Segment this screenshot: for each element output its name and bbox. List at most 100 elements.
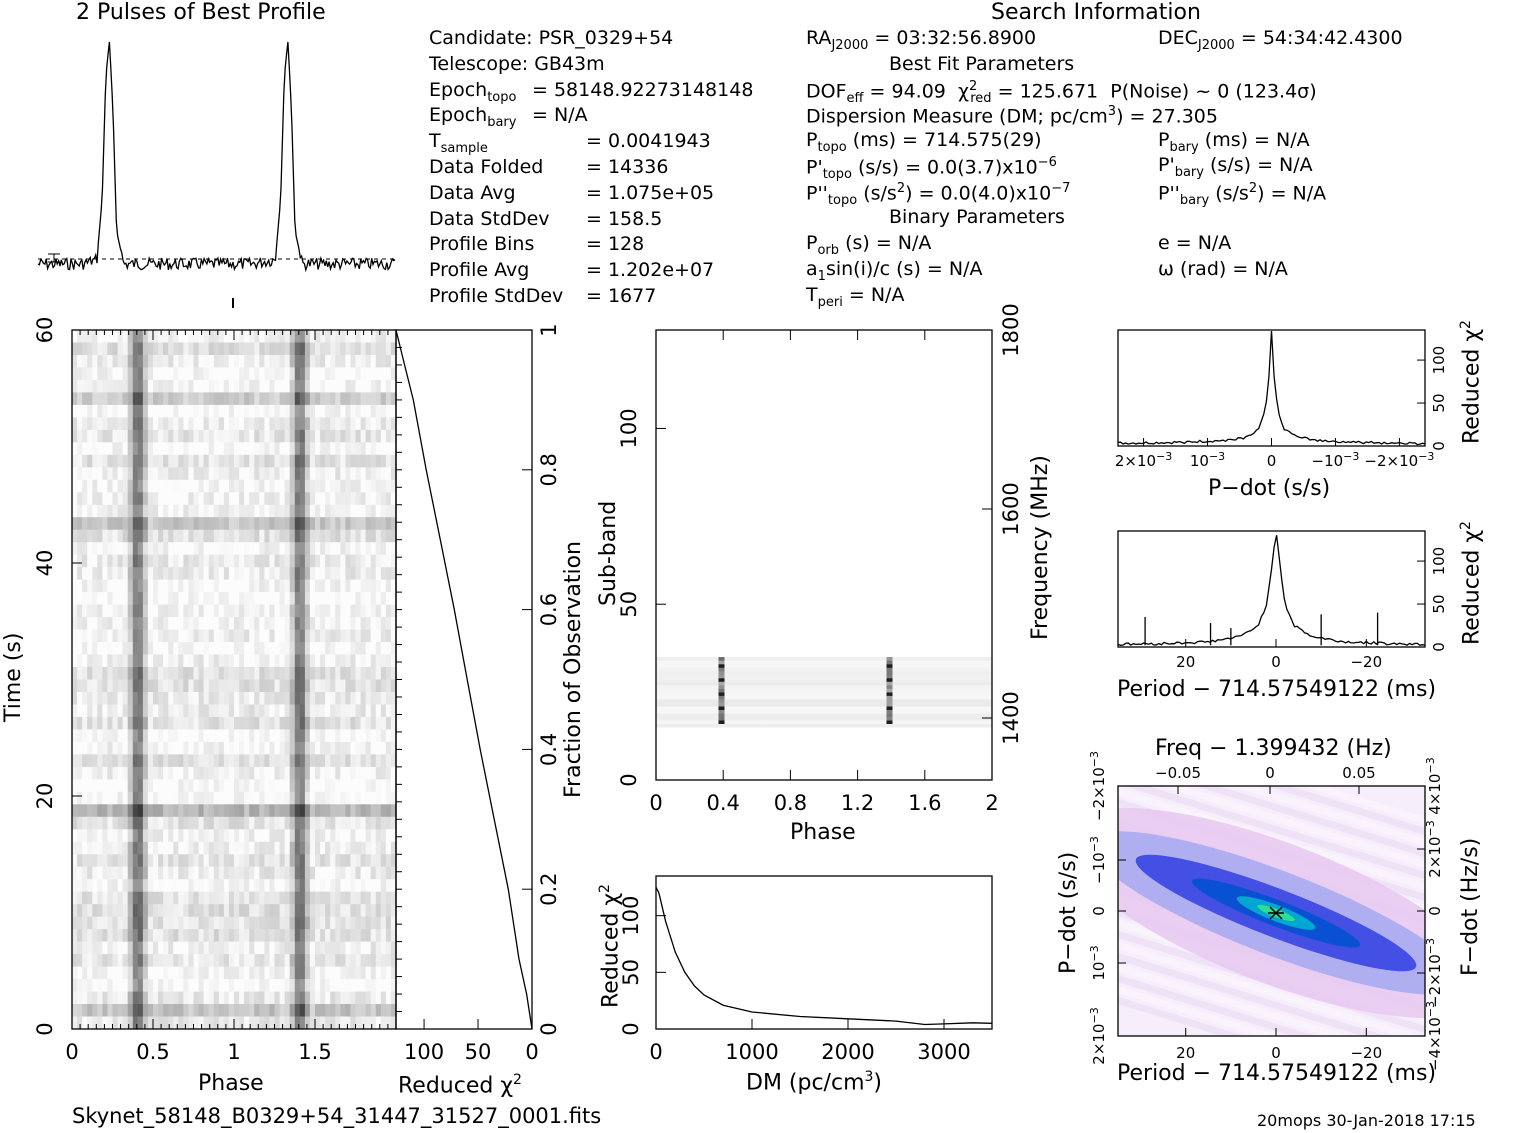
tp-cell — [380, 392, 387, 406]
tp-cell — [390, 667, 397, 680]
tp-cell — [183, 879, 189, 893]
tp-cell — [289, 929, 296, 942]
tp-cell — [203, 729, 210, 743]
tp-cell — [97, 367, 103, 381]
tp-cell — [147, 991, 154, 1005]
tp-cell — [218, 954, 225, 967]
tp-cell — [385, 841, 392, 855]
tp-cell — [294, 804, 301, 818]
tp-cell — [299, 966, 306, 980]
tp-cell — [198, 604, 205, 618]
tp-cell — [82, 1004, 88, 1017]
tp-cell — [163, 741, 169, 755]
tp-cell — [228, 941, 235, 955]
tp-cell — [340, 716, 346, 730]
tp-cell — [320, 342, 326, 356]
tp-cell — [102, 617, 108, 630]
tp-cell — [92, 679, 98, 693]
subband-frame — [655, 329, 993, 781]
tp-cell — [315, 442, 321, 456]
tp-cell — [335, 929, 341, 942]
tp-cell — [213, 979, 220, 992]
tp-cell — [355, 966, 361, 980]
tp-cell — [77, 554, 83, 568]
tp-cell — [385, 692, 392, 705]
tp-cell — [350, 504, 356, 518]
tp-cell — [183, 642, 189, 655]
tp-cell — [92, 554, 98, 568]
tp-cell — [77, 479, 83, 493]
tp-cell — [269, 791, 275, 805]
tp-cell — [173, 567, 179, 581]
tp-cell — [340, 979, 346, 992]
tp-cell — [178, 854, 184, 868]
tp-cell — [72, 330, 78, 343]
tp-cell — [330, 654, 336, 668]
tp-cell — [370, 904, 377, 918]
tp-cell — [330, 866, 336, 880]
info-value: = 14336 — [586, 156, 669, 178]
tp-cell — [390, 379, 397, 393]
tp-cell — [163, 392, 169, 406]
tp-cell — [360, 716, 367, 730]
tp-cell — [163, 1016, 169, 1030]
tp-cell — [340, 841, 346, 855]
tp-cell — [274, 404, 280, 418]
tp-cell — [77, 704, 83, 718]
tp-cell — [213, 355, 220, 368]
tp-cell — [279, 517, 286, 531]
tp-cell — [183, 504, 189, 518]
tp-cell — [92, 592, 98, 605]
tp-cell — [112, 766, 118, 780]
tp-cell — [203, 492, 210, 506]
tp-cell — [355, 679, 361, 693]
tp-cell — [370, 692, 377, 705]
tp-cell — [254, 654, 260, 668]
tp-cell — [137, 454, 144, 468]
tp-cell — [289, 367, 296, 381]
tp-cell — [208, 592, 215, 605]
tp-cell — [234, 492, 240, 506]
tp-cell — [289, 379, 296, 393]
tp-cell — [72, 729, 78, 743]
tp-cell — [92, 642, 98, 655]
tp-cell — [97, 679, 103, 693]
tp-cell — [102, 704, 108, 718]
tp-cell — [147, 966, 154, 980]
tp-cell — [228, 954, 235, 967]
tp-cell — [208, 904, 215, 918]
tp-cell — [365, 379, 372, 393]
dm-ylabel: Reduced χ2 — [597, 884, 624, 1008]
tp-cell — [309, 1016, 316, 1030]
tp-cell — [279, 754, 286, 768]
tp-cell — [335, 704, 341, 718]
tp-cell — [97, 479, 103, 493]
tp-cell — [183, 355, 189, 368]
tp-cell — [284, 854, 291, 868]
tp-cell — [168, 829, 174, 843]
tp-cell — [153, 492, 159, 506]
tp-cell — [234, 854, 240, 868]
tp-cell — [309, 379, 316, 393]
tp-cell — [244, 492, 250, 506]
tp-cell — [183, 417, 189, 431]
tp-cell — [163, 679, 169, 693]
tp-cell — [289, 679, 296, 693]
tp-cell — [107, 617, 113, 630]
tp-cell — [97, 442, 103, 456]
tp-cell — [142, 667, 149, 680]
tp-cell — [259, 816, 265, 830]
tp-cell — [365, 442, 372, 456]
tp-cell — [360, 754, 367, 768]
tp-cell — [147, 492, 154, 506]
tp-cell — [239, 517, 245, 531]
tp-cell — [218, 504, 225, 518]
tp-cell — [112, 716, 118, 730]
tp-cell — [122, 741, 129, 755]
tp-cell — [173, 330, 179, 343]
tp-cell — [385, 966, 392, 980]
tp-cell — [274, 629, 280, 643]
tp-cell — [193, 355, 199, 368]
tp-cell — [249, 979, 255, 992]
tp-cell — [208, 617, 215, 630]
